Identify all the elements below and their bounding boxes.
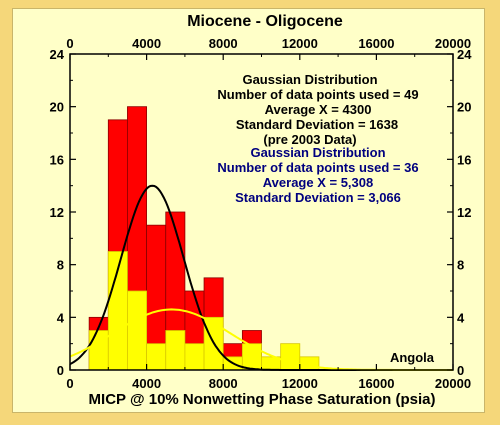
annotation-blue-line: Gaussian Distribution [250,145,385,160]
y-tick-label-right: 0 [457,363,464,378]
annotation-black-line: (pre 2003 Data) [263,132,356,147]
y-tick-label-right: 24 [457,47,472,62]
x-axis-label: MICP @ 10% Nonwetting Phase Saturation (… [89,391,436,408]
x-tick-label-bottom: 8000 [209,376,238,391]
annotation-black-line: Number of data points used = 49 [217,87,418,102]
x-tick-label-bottom: 0 [66,376,73,391]
x-tick-label-top: 12000 [282,36,318,51]
annotation-blue-line: Standard Deviation = 3,066 [235,190,401,205]
y-tick-label-right: 20 [457,100,471,115]
x-tick-label-bottom: 4000 [132,376,161,391]
bars-group [88,106,320,371]
y-tick-label-right: 16 [457,152,471,167]
y-tick-label-left: 4 [57,310,65,325]
x-tick-label-bottom: 20000 [435,376,471,391]
x-tick-label-bottom: 16000 [358,376,394,391]
y-tick-label-left: 0 [57,363,64,378]
y-tick-label-right: 8 [457,258,464,273]
yellow-bar [280,343,301,371]
annotation-blue-line: Number of data points used = 36 [217,160,418,175]
annotation-black-line: Gaussian Distribution [242,72,377,87]
annotation-black-line: Average X = 4300 [265,102,372,117]
y-tick-label-right: 4 [457,310,465,325]
annotation-blue-line: Average X = 5,308 [263,175,373,190]
x-tick-label-top: 8000 [209,36,238,51]
yellow-bar [88,330,109,371]
yellow-bar [241,343,262,371]
y-tick-label-left: 24 [50,47,65,62]
y-tick-label-right: 12 [457,205,471,220]
y-tick-label-left: 12 [50,205,64,220]
annotation-black-line: Standard Deviation = 1638 [236,117,398,132]
x-tick-label-bottom: 12000 [282,376,318,391]
y-tick-label-left: 16 [50,152,64,167]
location-label: Angola [390,350,435,365]
x-tick-label-top: 4000 [132,36,161,51]
x-tick-label-top: 0 [66,36,73,51]
y-tick-label-left: 8 [57,258,64,273]
yellow-bar [146,343,167,371]
yellow-bar [165,330,186,371]
ticks-group: 0040004000800080001200012000160001600020… [50,36,473,391]
y-tick-label-left: 20 [50,100,64,115]
chart-title: Miocene - Oligocene [187,13,343,30]
x-tick-label-top: 16000 [358,36,394,51]
yellow-bar [127,290,147,371]
x-tick-label-top: 20000 [435,36,471,51]
yellow-bar [184,343,205,371]
